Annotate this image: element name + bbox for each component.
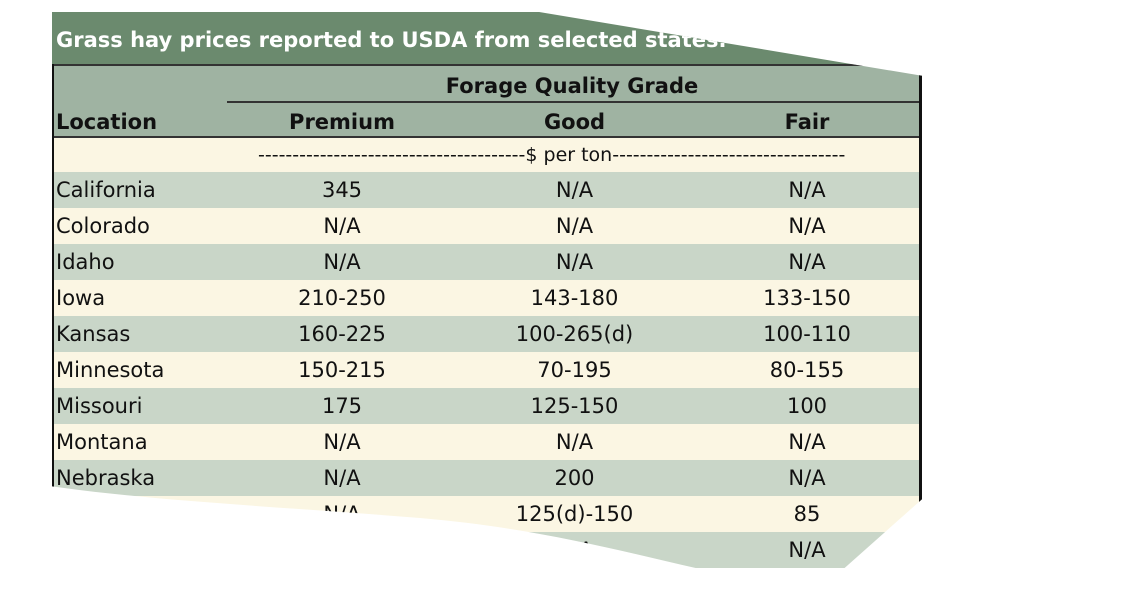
premium-price-cell: N/A	[323, 214, 361, 238]
good-price-cell: N/A	[555, 178, 594, 202]
good-price-cell: N/A	[555, 214, 594, 238]
table-row: Missouri 175 125-150 100	[52, 388, 922, 424]
table-row: Kansas 160-225 100-265(d) 100-110	[52, 316, 922, 352]
good-price-cell: 143-180	[530, 286, 619, 310]
premium-price-cell: N/A	[323, 502, 361, 526]
fair-price-cell: 133-150	[763, 286, 851, 310]
table-body: California 345 N/A N/A Colorado N/A N/A N/A Idah…	[52, 172, 922, 568]
location-cell: Montana	[56, 430, 148, 454]
table-row: Iowa 210-250 143-180 133-150	[52, 280, 922, 316]
table-row: Nebraska N/A 200 N/A	[52, 460, 922, 496]
fair-price-cell: N/A	[788, 178, 826, 202]
good-price-cell: N/A	[555, 430, 594, 454]
premium-price-cell: N/A	[323, 430, 361, 454]
fair-price-cell: N/A	[788, 466, 826, 490]
table-row: N/A 125(d)-150 85	[52, 496, 922, 532]
premium-price-cell: 175	[321, 394, 363, 418]
premium-column-header: Premium	[289, 110, 395, 134]
premium-price-cell: 150-215	[298, 358, 386, 382]
table-row: California 345 N/A N/A	[52, 172, 922, 208]
premium-price-cell: 345	[321, 178, 363, 202]
unit-label: ---------------------------------------$…	[258, 144, 846, 166]
table-row: Montana N/A N/A N/A	[52, 424, 922, 460]
table-title: Grass hay prices reported to USDA from s…	[56, 28, 727, 52]
good-price-cell: 200	[554, 466, 595, 490]
fair-price-cell: 100-110	[763, 322, 851, 346]
table-header: Forage Quality Grade Location Premium Go…	[52, 64, 922, 138]
table-right-border	[919, 12, 922, 592]
location-cell: Kansas	[56, 322, 131, 346]
fair-price-cell: 80-155	[769, 358, 845, 382]
location-column-header: Location	[56, 110, 158, 134]
fair-price-cell: N/A	[788, 430, 826, 454]
location-cell: Colorado	[56, 214, 150, 238]
good-price-cell: N/A	[555, 538, 594, 562]
location-cell: Idaho	[56, 250, 115, 274]
location-cell: Iowa	[56, 286, 106, 310]
fair-price-cell: 85	[793, 502, 821, 526]
fair-column-header: Fair	[784, 110, 830, 134]
fair-price-cell: 100	[786, 394, 828, 418]
good-price-cell: N/A	[555, 250, 594, 274]
unit-row: ---------------------------------------$…	[52, 138, 922, 172]
price-table-sheet: Grass hay prices reported to USDA from s…	[52, 12, 922, 592]
good-price-cell: 70-195	[537, 358, 612, 382]
fair-price-cell: N/A	[788, 250, 826, 274]
fair-price-cell: N/A	[788, 538, 826, 562]
premium-price-cell: N/A	[323, 466, 361, 490]
premium-price-cell: N/A	[323, 250, 361, 274]
table-left-border	[52, 64, 54, 494]
table-row: Colorado N/A N/A N/A	[52, 208, 922, 244]
premium-price-cell: 160-225	[298, 322, 386, 346]
good-price-cell: 125-150	[530, 394, 619, 418]
good-price-cell: 125(d)-150	[515, 502, 634, 526]
table-row: N/A N/A	[52, 532, 922, 568]
table-title-bar: Grass hay prices reported to USDA from s…	[52, 12, 922, 64]
location-cell: Minnesota	[56, 358, 165, 382]
good-column-header: Good	[543, 110, 606, 134]
table-row: Idaho N/A N/A N/A	[52, 244, 922, 280]
forage-quality-grade-heading: Forage Quality Grade	[445, 74, 699, 98]
premium-price-cell: 210-250	[298, 286, 386, 310]
table-row: Minnesota 150-215 70-195 80-155	[52, 352, 922, 388]
location-cell: California	[56, 178, 156, 202]
location-cell: Missouri	[56, 394, 143, 418]
location-cell: Nebraska	[56, 466, 156, 490]
group-heading-rule	[227, 101, 922, 103]
fair-price-cell: N/A	[788, 214, 826, 238]
good-price-cell: 100-265(d)	[515, 322, 634, 346]
